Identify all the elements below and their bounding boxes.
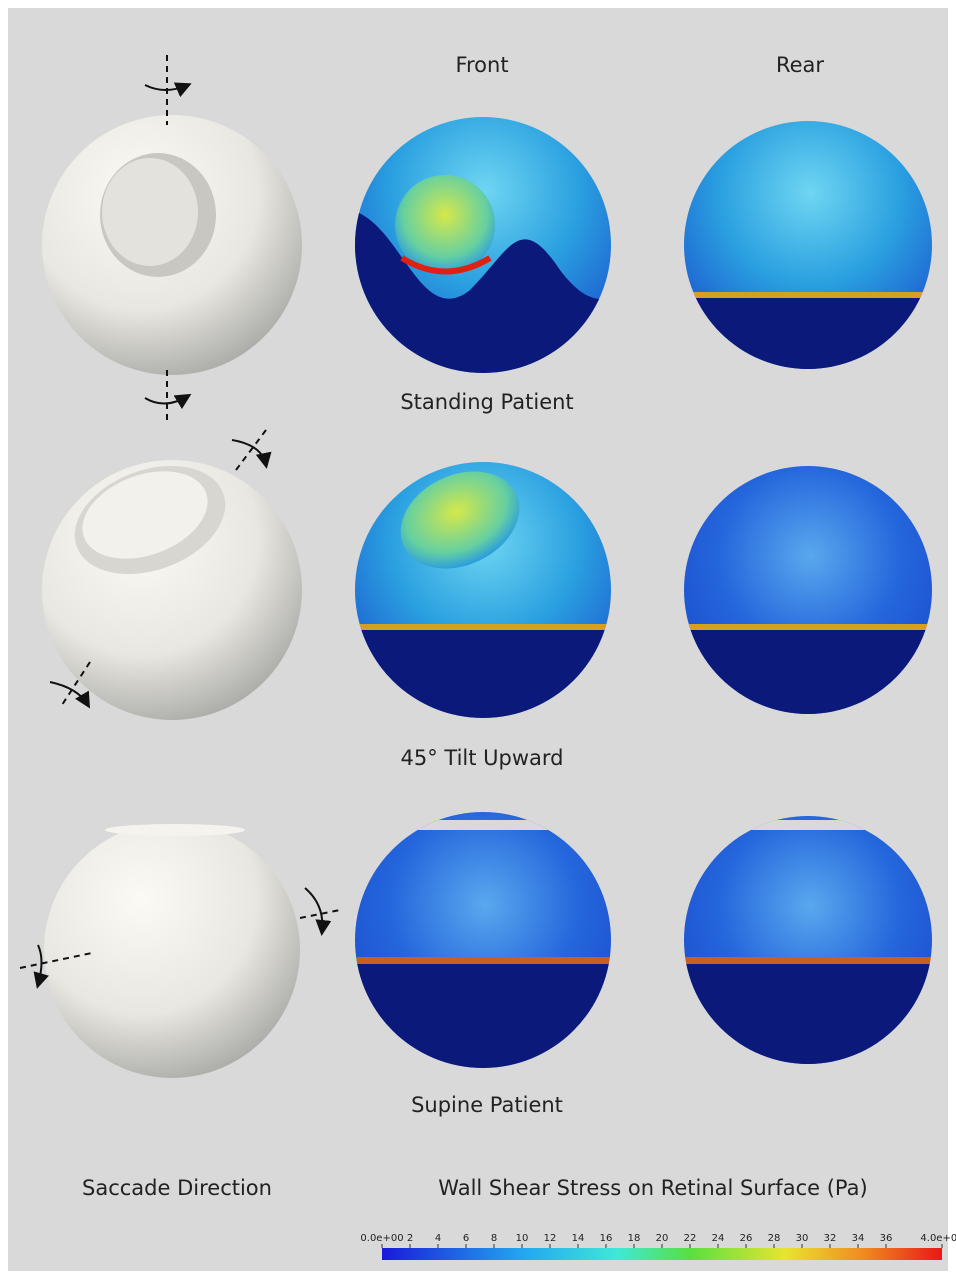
colorbar-tick-label: 30 xyxy=(796,1233,809,1244)
row-label: 45° Tilt Upward xyxy=(401,746,564,770)
colorbar-tick-label: 18 xyxy=(628,1233,641,1244)
colorbar-tick-label: 36 xyxy=(880,1233,893,1244)
colorbar-tick-label: 22 xyxy=(684,1233,697,1244)
white-spheres xyxy=(40,115,310,1078)
wss-spheres xyxy=(355,117,932,1068)
colorbar-tick-label: 12 xyxy=(544,1233,557,1244)
row-label: Standing Patient xyxy=(400,390,573,414)
colorbar-tick-label: 8 xyxy=(491,1233,497,1244)
column-label: Front xyxy=(455,53,508,77)
colorbar xyxy=(382,1248,942,1260)
colorbar-tick-label: 14 xyxy=(572,1233,585,1244)
colorbar-ticks: 0.0e+00 2 4 6 8 10 12 14 16 18 20 22 24 26 28 30 32 34 36 4… xyxy=(360,1233,956,1248)
colorbar-tick-label: 24 xyxy=(712,1233,725,1244)
footer-label: Wall Shear Stress on Retinal Surface (Pa… xyxy=(438,1176,867,1200)
rotation-axes xyxy=(19,55,341,989)
colorbar-tick-label: 34 xyxy=(852,1233,865,1244)
colorbar-tick-label: 2 xyxy=(407,1233,413,1244)
colorbar-tick-label: 6 xyxy=(463,1233,469,1244)
footer-label: Saccade Direction xyxy=(82,1176,272,1200)
colorbar-tick-label: 28 xyxy=(768,1233,781,1244)
colorbar-tick-label: 20 xyxy=(656,1233,669,1244)
colorbar-tick-label: 4 xyxy=(435,1233,441,1244)
colorbar-tick-label: 4.0e+01 xyxy=(920,1233,956,1244)
colorbar-tick-label: 16 xyxy=(600,1233,613,1244)
colorbar-tick-label: 0.0e+00 xyxy=(360,1233,403,1244)
colorbar-tick-label: 26 xyxy=(740,1233,753,1244)
colorbar-tick-label: 10 xyxy=(516,1233,529,1244)
row-label: Supine Patient xyxy=(411,1093,563,1117)
colorbar-tick-label: 32 xyxy=(824,1233,837,1244)
column-label: Rear xyxy=(776,53,824,77)
